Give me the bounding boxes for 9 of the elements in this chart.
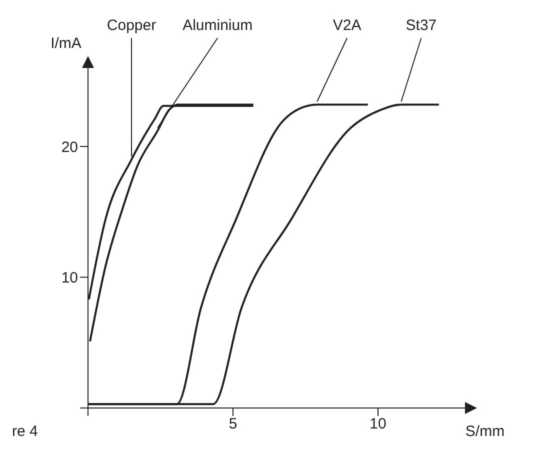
x-tick-label: 5 <box>228 416 238 433</box>
x-axis-title: S/mm <box>465 423 505 440</box>
text: re 4 <box>12 423 38 440</box>
text: Copper <box>106 17 156 34</box>
y-tick-label: 20 <box>61 138 78 156</box>
text: St37 <box>406 17 437 34</box>
y-axis-title: I/mA <box>50 35 82 52</box>
text: V2A <box>332 17 362 34</box>
text: Aluminium <box>182 17 253 34</box>
